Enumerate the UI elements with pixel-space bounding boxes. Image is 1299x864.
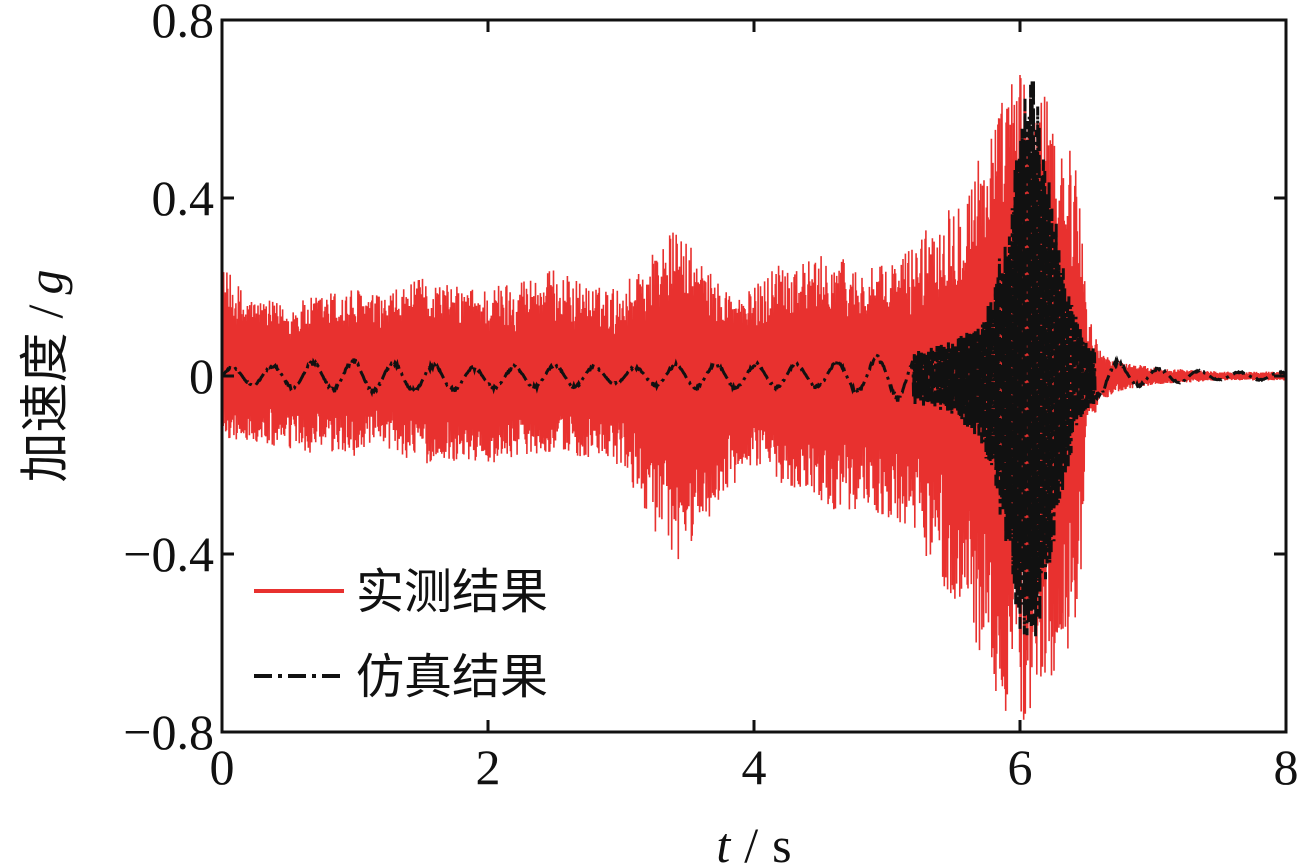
y-tick-label: −0.8: [123, 704, 214, 760]
x-axis-label: t / s: [716, 817, 791, 864]
legend: 实测结果 仿真结果: [254, 564, 548, 705]
x-axis-unit: s: [772, 817, 791, 864]
y-axis-label: 加速度/g: [16, 270, 74, 483]
legend-label-simulated: 仿真结果: [356, 649, 548, 705]
x-tick-label: 4: [742, 739, 767, 795]
x-axis-variable: t: [716, 817, 731, 864]
y-tick-label: 0.4: [152, 170, 215, 226]
y-tick-label: −0.4: [123, 526, 214, 582]
series-measured-line: [222, 74, 1286, 720]
legend-label-measured: 实测结果: [356, 564, 548, 620]
y-tick-label: 0: [189, 348, 214, 404]
x-tick-label: 6: [1008, 739, 1033, 795]
series-simulated-line: [222, 79, 1286, 637]
x-tick-label: 2: [476, 739, 501, 795]
tick-layer: 0 2 4 6 8 −0.8 −0.4 0 0.4 0.8: [123, 0, 1298, 795]
y-axis-variable: g: [17, 270, 73, 295]
y-tick-label: 0.8: [152, 0, 215, 48]
x-tick-label: 0: [210, 739, 235, 795]
y-axis-text: 加速度: [16, 332, 74, 482]
series-layer: [222, 74, 1286, 720]
x-tick-label: 8: [1274, 739, 1299, 795]
